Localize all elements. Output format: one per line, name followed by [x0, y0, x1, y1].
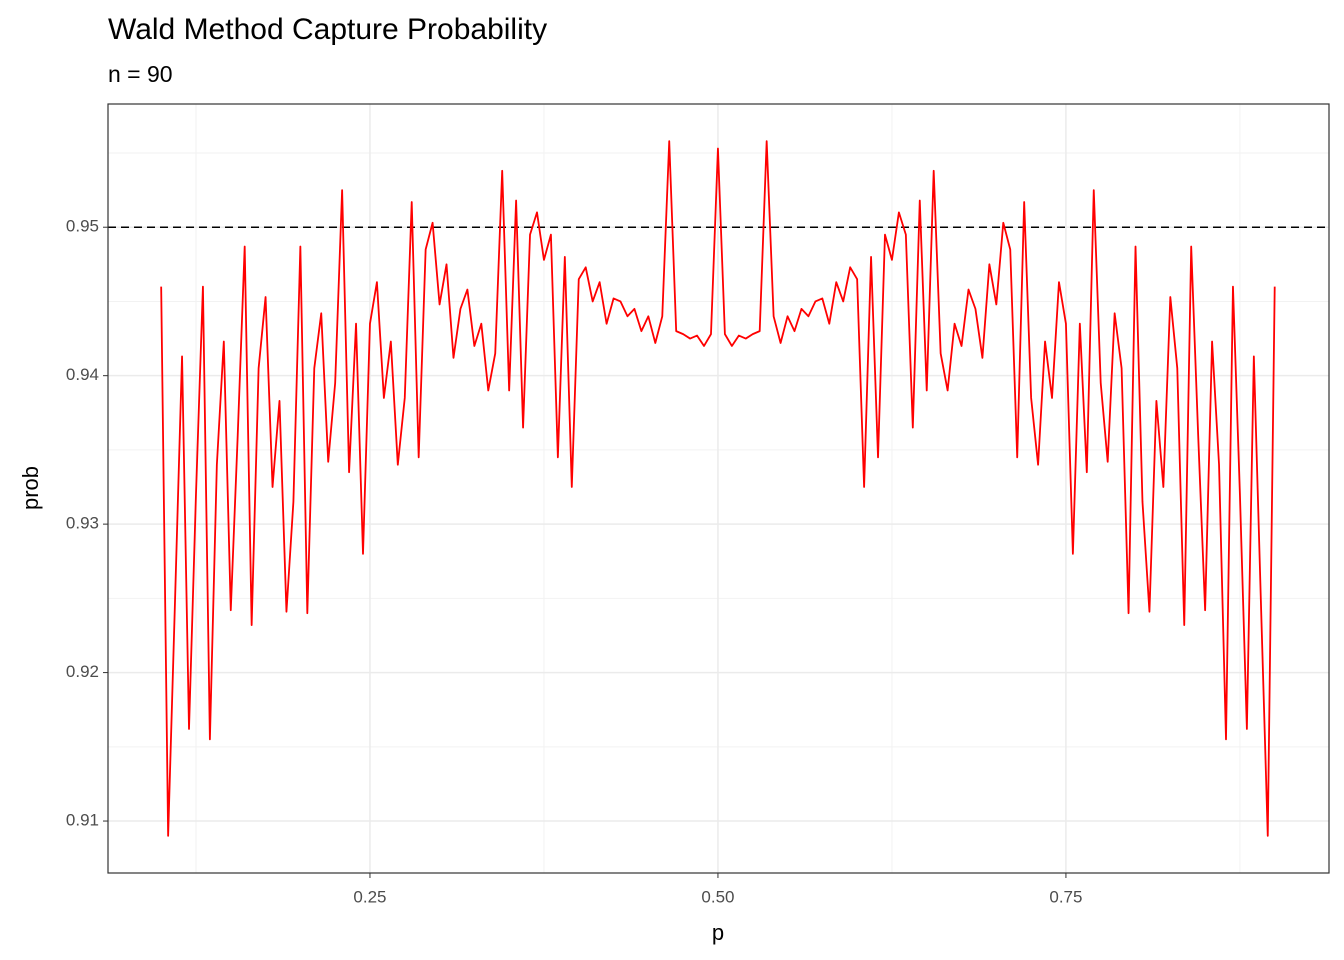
data-line: [160, 140, 1276, 837]
x-tick-label: 0.75: [1049, 887, 1082, 906]
x-tick-label: 0.25: [353, 887, 386, 906]
y-tick-label: 0.92: [66, 662, 99, 681]
y-axis-title: prob: [18, 466, 43, 510]
x-axis-title: p: [712, 920, 724, 945]
chart-subtitle: n = 90: [108, 61, 173, 87]
y-tick-label: 0.94: [66, 365, 99, 384]
y-tick-label: 0.93: [66, 514, 99, 533]
x-tick-label: 0.50: [701, 887, 734, 906]
panel-border: [107, 103, 1330, 874]
y-tick-label: 0.95: [66, 217, 99, 236]
chart-title: Wald Method Capture Probability: [108, 13, 547, 46]
y-tick-label: 0.91: [66, 811, 99, 830]
